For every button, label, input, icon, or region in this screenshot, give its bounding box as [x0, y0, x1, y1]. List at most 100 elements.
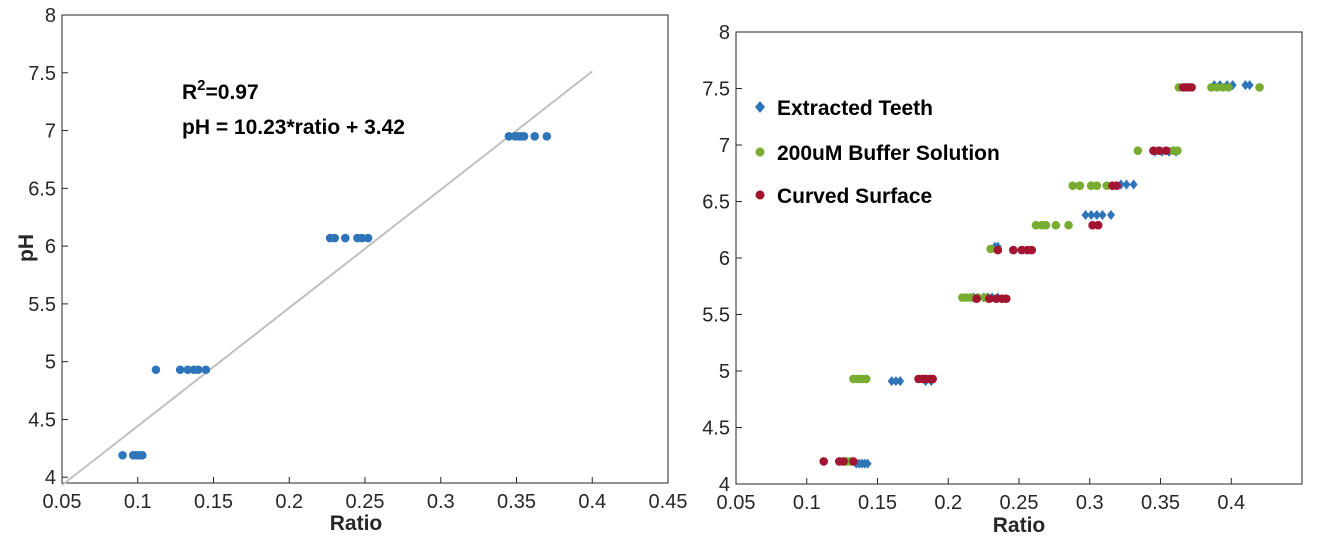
r2-superscript: 2	[197, 77, 205, 94]
legend-label-extracted-teeth: Extracted Teeth	[777, 97, 933, 120]
right-point-curved-surface	[972, 294, 981, 303]
left-x-tick-label: 0.15	[194, 491, 233, 513]
left-data-point	[201, 365, 211, 375]
right-point-extracted-teeth	[1122, 179, 1131, 190]
right-point-extracted-teeth	[1245, 80, 1254, 91]
right-point-curved-surface	[1161, 146, 1171, 155]
right-data-points	[819, 80, 1264, 469]
right-y-tick-label: 6	[719, 248, 730, 270]
legend-item-buffer-solution: 200uM Buffer Solution	[755, 142, 1000, 165]
right-point-curved-surface	[993, 245, 1003, 255]
left-y-tick-label: 5	[45, 352, 56, 374]
right-point-200um-buffer-solution	[1133, 146, 1143, 155]
right-point-extracted-teeth	[1129, 179, 1138, 190]
left-data-points	[118, 132, 552, 460]
right-x-tick-label: 0.25	[1000, 492, 1039, 514]
right-point-extracted-teeth	[1092, 210, 1101, 221]
right-point-200um-buffer-solution	[1051, 220, 1061, 230]
left-data-point	[357, 233, 367, 243]
left-x-tick-label: 0.45	[649, 491, 688, 513]
left-data-point	[183, 365, 193, 375]
right-point-extracted-teeth	[896, 376, 905, 387]
right-y-tick-label: 8	[719, 22, 730, 44]
right-point-extracted-teeth	[1087, 210, 1096, 221]
right-point-curved-surface	[819, 457, 829, 466]
right-point-curved-surface	[1154, 146, 1164, 155]
left-data-point	[151, 365, 161, 375]
right-point-200um-buffer-solution	[1041, 220, 1051, 230]
left-data-point	[363, 233, 373, 243]
right-point-extracted-teeth	[1106, 210, 1115, 221]
left-x-tick-label: 0.4	[578, 491, 606, 513]
right-point-extracted-teeth	[887, 376, 896, 387]
right-x-tick-label: 0.3	[1076, 492, 1104, 514]
left-fit-line	[61, 70, 593, 486]
right-point-extracted-teeth	[1241, 80, 1250, 91]
right-y-tick-label: 7.5	[702, 79, 730, 101]
right-point-200um-buffer-solution	[1255, 83, 1264, 92]
left-x-tick-label: 0.05	[43, 491, 82, 513]
left-y-tick-label: 7	[45, 121, 56, 143]
right-x-tick-label: 0.15	[858, 492, 897, 514]
left-data-point	[542, 132, 552, 141]
left-y-tick-label: 8	[45, 5, 56, 27]
right-point-200um-buffer-solution	[1173, 146, 1182, 155]
chart-right-surface-comparison: 0.05 0.1 0.15 0.2 0.25 0.3 0.35 0.4 4 4.5 5 5.5 6 6.…	[702, 22, 1303, 537]
right-point-200um-buffer-solution	[986, 244, 995, 254]
left-data-point	[504, 132, 514, 141]
left-data-point	[175, 365, 185, 375]
r2-value: =0.97	[206, 81, 259, 104]
right-point-200um-buffer-solution	[1064, 220, 1073, 230]
left-data-point	[137, 450, 147, 460]
left-data-point	[519, 132, 529, 141]
legend-marker-buffer-solution	[755, 147, 765, 157]
right-point-curved-surface	[1027, 245, 1037, 255]
right-point-curved-surface	[928, 374, 937, 384]
right-y-tick-label: 4.5	[702, 418, 730, 440]
right-y-tick-label: 6.5	[702, 192, 730, 214]
right-point-curved-surface	[1112, 181, 1121, 190]
right-point-extracted-teeth	[863, 458, 872, 469]
left-y-tick-label: 6	[45, 236, 56, 258]
left-y-tick-label: 5.5	[28, 294, 56, 316]
right-point-200um-buffer-solution	[1075, 181, 1085, 190]
right-point-200um-buffer-solution	[1224, 83, 1233, 92]
right-point-200um-buffer-solution	[861, 374, 871, 384]
left-data-point	[194, 365, 203, 375]
right-y-tick-label: 7	[719, 135, 730, 157]
right-x-tick-label: 0.35	[1141, 492, 1180, 514]
legend-marker-extracted-teeth	[755, 101, 765, 113]
left-x-tick-label: 0.2	[275, 491, 303, 513]
left-y-tick-label: 6.5	[28, 178, 56, 200]
r2-prefix: R	[182, 81, 197, 104]
left-x-axis-title: Ratio	[330, 512, 383, 535]
right-x-tick-label: 0.2	[934, 492, 962, 514]
right-point-curved-surface	[839, 457, 848, 466]
equation-annotation: pH = 10.23*ratio + 3.42	[182, 116, 405, 139]
left-y-tick-label: 4.5	[28, 409, 56, 431]
right-x-tick-label: 0.05	[717, 492, 756, 514]
left-y-tick-label: 4	[45, 467, 56, 489]
right-point-curved-surface	[1093, 220, 1103, 230]
right-x-tick-label: 0.1	[793, 492, 821, 514]
right-y-tick-label: 5	[719, 361, 730, 383]
right-point-curved-surface	[984, 294, 994, 303]
left-data-point	[341, 233, 350, 243]
right-x-axis-title: Ratio	[993, 514, 1046, 537]
right-x-ticks: 0.05 0.1 0.15 0.2 0.25 0.3 0.35 0.4	[717, 478, 1245, 514]
right-point-200um-buffer-solution	[1092, 181, 1102, 190]
legend-marker-curved-surface	[755, 190, 765, 200]
right-point-extracted-teeth	[891, 376, 900, 387]
left-x-tick-label: 0.1	[124, 491, 152, 513]
legend-label-buffer-solution: 200uM Buffer Solution	[777, 142, 1000, 165]
right-point-extracted-teeth	[1081, 210, 1090, 221]
right-y-tick-label: 4	[719, 474, 730, 496]
right-point-curved-surface	[1001, 294, 1011, 303]
right-point-curved-surface	[1009, 245, 1018, 255]
r2-annotation: R2=0.97	[182, 77, 259, 104]
right-x-tick-label: 0.4	[1217, 492, 1245, 514]
left-y-axis-title: pH	[15, 234, 38, 262]
left-x-tick-label: 0.35	[497, 491, 536, 513]
left-y-ticks: 4 4.5 5 5.5 6 6.5 7 7.5 8	[28, 5, 68, 489]
